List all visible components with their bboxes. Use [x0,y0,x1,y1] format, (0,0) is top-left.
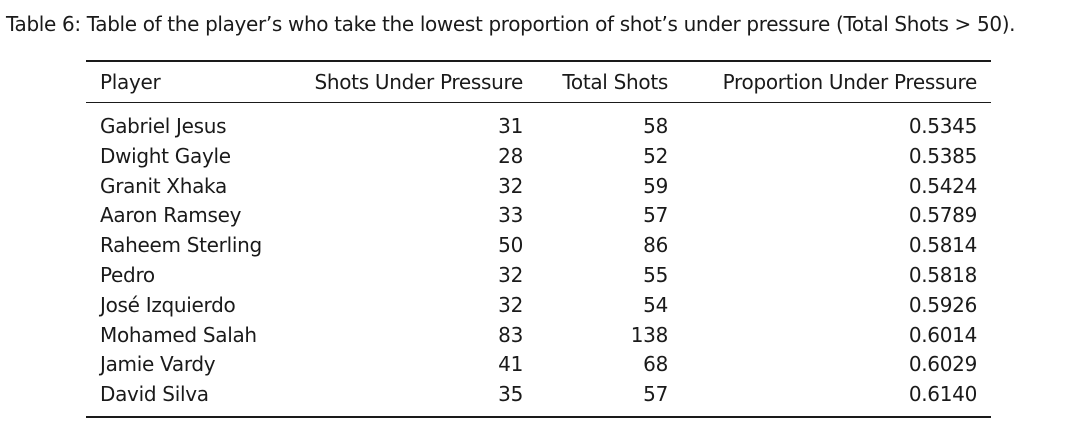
cell-player: Raheem Sterling [100,233,262,258]
cell-player: José Izquierdo [100,292,236,317]
header-rule [86,102,991,103]
cell-total-shots: 86 [643,233,668,258]
cell-shots-under-pressure: 33 [498,203,523,228]
cell-total-shots: 54 [643,292,668,317]
table-row: Jamie Vardy 41 68 0.6029 [86,350,991,380]
cell-shots-under-pressure: 32 [498,292,523,317]
cell-total-shots: 52 [643,143,668,168]
players-table: Player Shots Under Pressure Total Shots … [86,60,991,418]
cell-proportion: 0.6029 [908,352,977,377]
cell-proportion: 0.5814 [908,233,977,258]
cell-shots-under-pressure: 35 [498,382,523,407]
cell-proportion: 0.5789 [908,203,977,228]
cell-player: Dwight Gayle [100,143,231,168]
cell-shots-under-pressure: 41 [498,352,523,377]
cell-shots-under-pressure: 50 [498,233,523,258]
cell-shots-under-pressure: 32 [498,173,523,198]
cell-proportion: 0.5424 [908,173,977,198]
cell-player: Aaron Ramsey [100,203,242,228]
cell-player: Mohamed Salah [100,322,257,347]
header-player: Player [100,70,161,94]
cell-proportion: 0.5818 [908,262,977,287]
cell-shots-under-pressure: 32 [498,262,523,287]
header-proportion: Proportion Under Pressure [722,70,978,94]
cell-player: David Silva [100,382,209,407]
data-table-body: Gabriel Jesus 31 58 0.5345 Dwight Gayle 28 52 0… [86,103,991,416]
cell-total-shots: 55 [643,262,668,287]
cell-total-shots: 57 [643,382,668,407]
cell-player: Gabriel Jesus [100,114,227,138]
cell-proportion: 0.5385 [908,143,977,168]
header-shots-under-pressure: Shots Under Pressure [314,70,523,94]
cell-total-shots: 59 [643,173,668,198]
table-row: Aaron Ramsey 33 57 0.5789 [86,201,991,231]
table-row: Raheem Sterling 50 86 0.5814 [86,231,991,261]
table-row: José Izquierdo 32 54 0.5926 [86,291,991,321]
cell-proportion: 0.5345 [908,114,977,138]
cell-shots-under-pressure: 31 [498,114,523,138]
cell-shots-under-pressure: 83 [498,322,523,347]
header-total-shots: Total Shots [562,70,668,94]
table-row: Dwight Gayle 28 52 0.5385 [86,142,991,172]
cell-total-shots: 68 [643,352,668,377]
cell-player: Jamie Vardy [100,352,216,377]
cell-proportion: 0.5926 [908,292,977,317]
cell-total-shots: 57 [643,203,668,228]
data-table: Player Shots Under Pressure Total Shots … [86,62,991,102]
table-row: Pedro 32 55 0.5818 [86,261,991,291]
header-row: Player Shots Under Pressure Total Shots … [86,62,991,102]
top-rule [86,60,991,62]
cell-shots-under-pressure: 28 [498,143,523,168]
cell-player: Granit Xhaka [100,173,227,198]
table-row: David Silva 35 57 0.6140 [86,380,991,410]
cell-proportion: 0.6140 [908,382,977,407]
table-row: Gabriel Jesus 31 58 0.5345 [86,112,991,142]
cell-proportion: 0.6014 [908,322,977,347]
table-row: Granit Xhaka 32 59 0.5424 [86,172,991,202]
cell-player: Pedro [100,262,155,287]
table-caption: Table 6: Table of the player’s who take … [6,12,1016,36]
bottom-rule [86,415,991,418]
cell-total-shots: 138 [630,322,669,347]
cell-total-shots: 58 [643,114,668,138]
table-row: Mohamed Salah 83 138 0.6014 [86,321,991,351]
